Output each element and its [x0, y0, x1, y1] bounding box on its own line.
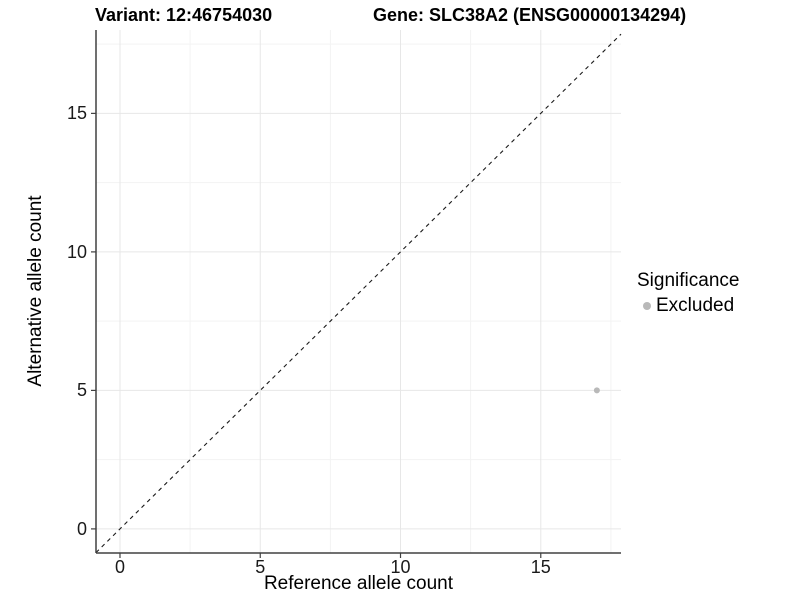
y-tick-label: 5: [76, 380, 87, 401]
x-axis-title: Reference allele count: [263, 573, 454, 594]
legend-item-label: Excluded: [656, 295, 735, 316]
y-tick-label: 15: [66, 103, 87, 124]
x-tick-label: 15: [530, 557, 551, 577]
x-tick-label: 0: [114, 557, 125, 577]
plot-canvas: [91, 30, 622, 558]
identity-reference-line: [95, 33, 622, 553]
y-tick-label: 0: [76, 518, 87, 539]
data-point: [593, 387, 600, 394]
x-tick-label: 5: [255, 557, 266, 577]
x-tick-label: 10: [390, 557, 411, 577]
legend: Significance Excluded: [637, 270, 739, 317]
plot-title-variant: Variant: 12:46754030: [95, 5, 273, 25]
plot-panel: [91, 30, 622, 558]
legend-item-excluded: Excluded: [643, 295, 739, 317]
y-axis-tick-labels: 0 5 10 15: [0, 30, 87, 553]
plot-title-gene: Gene: SLC38A2 (ENSG00000134294): [373, 5, 687, 25]
x-axis-tick-labels: 0 5 10 15: [96, 556, 621, 578]
legend-key-dot-icon: [643, 302, 651, 310]
legend-title: Significance: [637, 270, 740, 291]
y-tick-label: 10: [66, 241, 87, 262]
